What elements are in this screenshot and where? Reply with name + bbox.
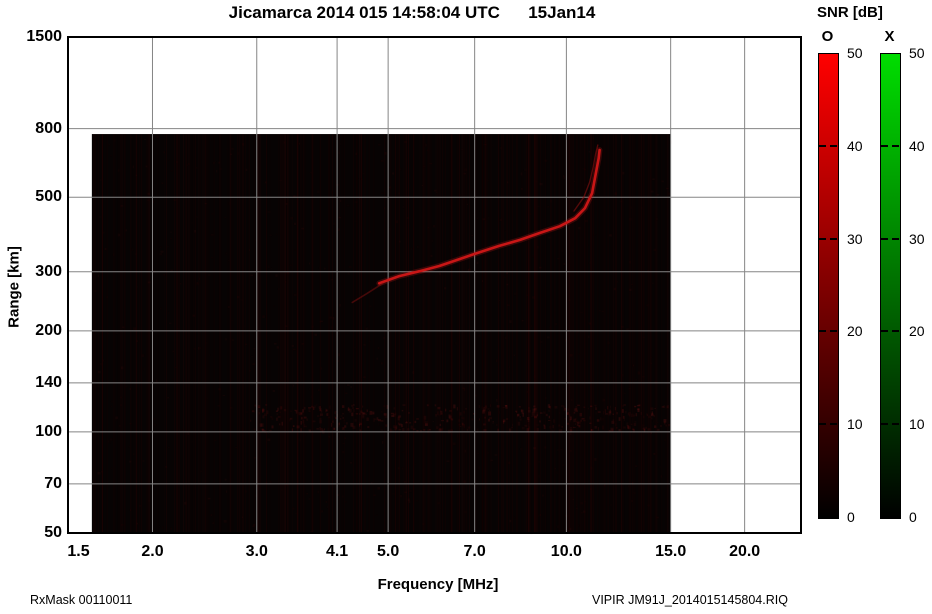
colorbar-X-tickmark: [881, 423, 888, 426]
colorbar-X-tickmark: [892, 330, 899, 333]
colorbar-O-tickmark: [819, 330, 826, 333]
colorbar-X-tick-30: 30: [909, 230, 925, 247]
noise-speckle: [93, 134, 672, 535]
colorbar-X-tickmark: [881, 237, 888, 240]
series-1-trace: [573, 144, 599, 212]
colorbar-X-tickmark: [881, 330, 888, 333]
colorbar-X-tickmark: [881, 144, 888, 147]
colorbar-X-tickmark: [892, 423, 899, 426]
x-tick-label-4.1: 4.1: [325, 543, 349, 560]
y-tick-label-800: 800: [35, 119, 62, 137]
series-2-trace: [351, 282, 384, 304]
plot-frame: [67, 36, 802, 534]
colorbar-O-gradient: [818, 53, 839, 519]
y-axis-title: Range [km]: [5, 246, 23, 328]
colorbar-O-tickmark: [830, 144, 837, 147]
colorbar-O-tickmark: [830, 423, 837, 426]
colorbar-O-tick-10: 10: [847, 416, 863, 433]
x-tick-label-10.0: 10.0: [550, 543, 582, 560]
y-tick-label-70: 70: [44, 474, 62, 492]
colorbar-O-tick-30: 30: [847, 230, 863, 247]
colorbar-X-tick-0: 0: [909, 509, 917, 525]
colorbar-X-tickmark: [892, 237, 899, 240]
rxmask-label: RxMask 00110011: [30, 593, 133, 607]
x-tick-label-15.0: 15.0: [655, 543, 687, 560]
colorbar-X-tick-20: 20: [909, 323, 925, 340]
x-tick-label-5.0: 5.0: [377, 543, 400, 560]
x-axis-title: Frequency [MHz]: [377, 576, 499, 593]
colorbar-title: SNR [dB]: [817, 4, 883, 21]
echo-traces: [351, 144, 603, 304]
colorbar-O-tick-40: 40: [847, 137, 863, 154]
y-tick-label-200: 200: [35, 321, 62, 339]
y-tick-label-50: 50: [44, 524, 62, 541]
colorbar-O-tickmark: [819, 144, 826, 147]
series-0-trace: [377, 148, 601, 285]
x-tick-label-3.0: 3.0: [245, 543, 268, 560]
colorbar-X-tick-40: 40: [909, 137, 925, 154]
x-tick-label-2.0: 2.0: [141, 543, 164, 560]
colorbar-X-gradient: [880, 53, 901, 519]
colorbar-O-tick-50: 50: [847, 45, 863, 61]
colorbar-X-tick-10: 10: [909, 416, 925, 433]
colorbar-X-tickmark: [892, 144, 899, 147]
colorbar-X-tick-50: 50: [909, 45, 925, 61]
colorbar-O-tickmark: [819, 237, 826, 240]
x-tick-label-7.0: 7.0: [463, 543, 486, 560]
filename-label: VIPIR JM91J_2014015145804.RIQ: [592, 593, 788, 607]
y-tick-label-1500: 1500: [26, 28, 62, 45]
colorbar-O-tickmark: [830, 330, 837, 333]
y-tick-label-140: 140: [35, 373, 62, 391]
colorbar-O-label: O: [821, 28, 834, 45]
chart-title: Jicamarca 2014 015 14:58:04 UTC 15Jan14: [228, 3, 596, 22]
colorbar-X-label: X: [884, 28, 895, 45]
colorbar-O-tickmark: [819, 423, 826, 426]
colorbar-O-tick-20: 20: [847, 323, 863, 340]
y-tick-label-300: 300: [35, 262, 62, 280]
y-tick-label-500: 500: [35, 188, 62, 206]
x-tick-label-1.5: 1.5: [67, 543, 90, 560]
y-tick-label-100: 100: [35, 422, 62, 440]
x-tick-label-20.0: 20.0: [729, 543, 761, 560]
colorbar-O-tick-0: 0: [847, 509, 855, 525]
data-region: [91, 134, 671, 534]
gridlines: [68, 37, 801, 533]
colorbar-O-tickmark: [830, 237, 837, 240]
